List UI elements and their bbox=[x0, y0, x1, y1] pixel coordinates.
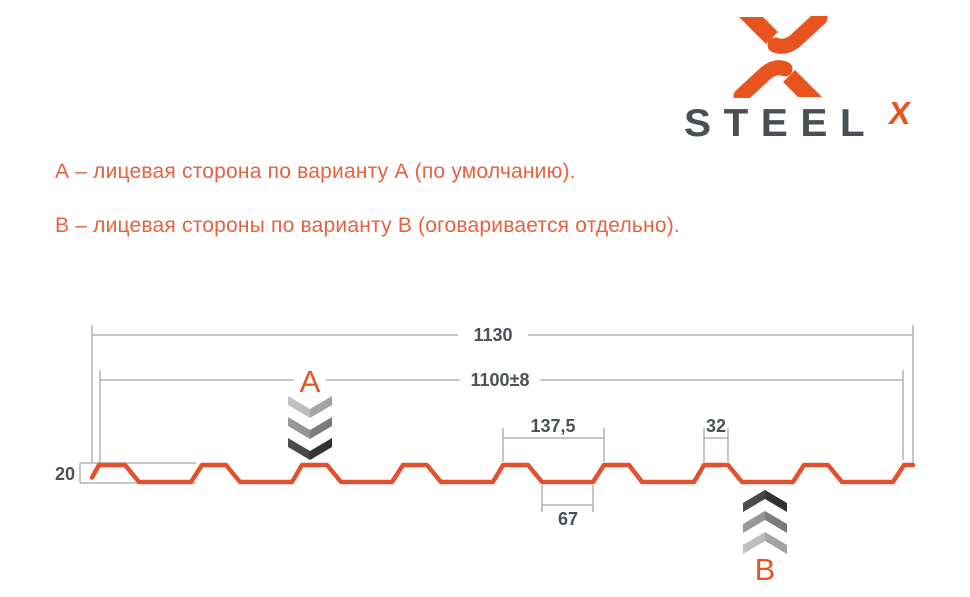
logo: STEEL X bbox=[660, 14, 920, 154]
dim-overall-label: 1130 bbox=[473, 325, 512, 345]
marker-b: B bbox=[743, 490, 787, 587]
marker-b-letter: B bbox=[755, 552, 776, 587]
brand-row: STEEL X bbox=[684, 95, 920, 152]
chevron-up-icon bbox=[743, 532, 787, 554]
profile-sheet-outline bbox=[89, 462, 916, 485]
chevron-down-icon bbox=[288, 396, 332, 418]
dim-height-label: 20 bbox=[55, 464, 75, 484]
chevron-down-icon bbox=[288, 417, 332, 439]
brand-text: STEEL bbox=[684, 102, 878, 145]
marker-a: A bbox=[288, 364, 332, 460]
x-bottom-right-stroke bbox=[783, 70, 822, 97]
dim-ribtop-label: 32 bbox=[706, 416, 726, 436]
dim-cover-label: 1100±8 bbox=[471, 370, 530, 390]
chevron-down-icon bbox=[288, 438, 332, 460]
chevron-up-icon bbox=[743, 511, 787, 533]
profile-drawing: 1130 1100±8 137,5 32 67 20 A B bbox=[55, 325, 916, 587]
brand-sup-x: X bbox=[886, 95, 913, 131]
steelx-x-icon bbox=[733, 16, 828, 98]
x-top-left-stroke bbox=[739, 17, 778, 44]
chevron-up-icon bbox=[743, 490, 787, 512]
x-top-right-hook-stroke bbox=[767, 16, 828, 54]
legend-line-b: В – лицевая стороны по варианту В (огова… bbox=[55, 214, 680, 237]
marker-a-letter: A bbox=[300, 364, 321, 399]
dim-bottom-label: 67 bbox=[558, 509, 578, 529]
dim-pitch-label: 137,5 bbox=[530, 416, 575, 436]
x-bottom-left-hook-stroke bbox=[733, 60, 793, 98]
legend-line-a: А – лицевая сторона по варианту А (по ум… bbox=[55, 160, 576, 183]
dimension-lines bbox=[79, 325, 914, 512]
